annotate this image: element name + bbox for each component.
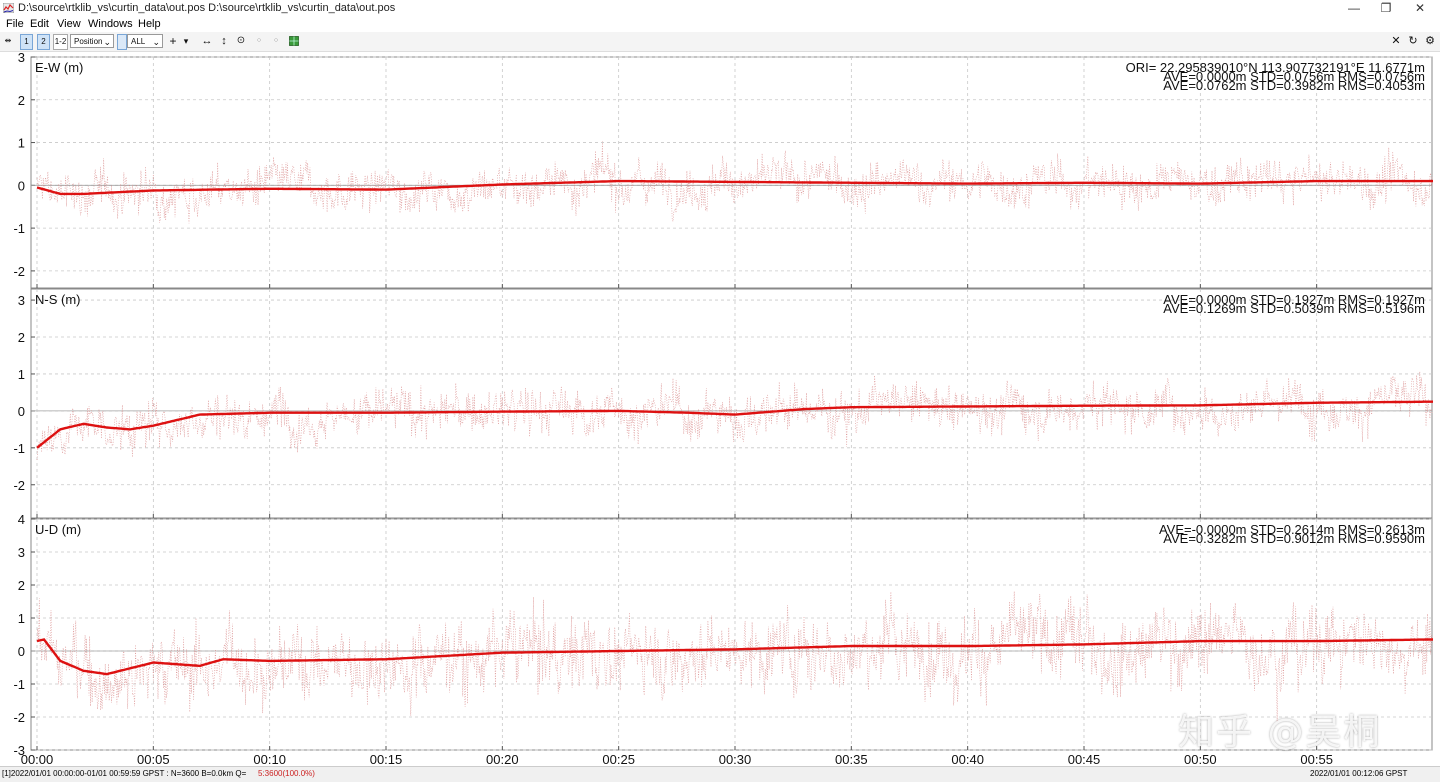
crosshair-icon[interactable]: + (169, 34, 177, 48)
chevron-down-icon: ⌄ (103, 37, 111, 47)
status-solution-info: [1]2022/01/01 00:00:00-01/01 00:59:59 GP… (2, 769, 247, 778)
close-window-button[interactable]: ✕ (1414, 1, 1426, 15)
solution-2-toggle[interactable]: 2 (37, 34, 50, 50)
plot-panel-ns[interactable]: 3 2 1 0 -1 -2 N-S (m) AVE=0.0000m STD=0.1927m R… (13, 288, 1433, 519)
window-title: D:\source\rtklib_vs\curtin_data\out.pos … (18, 2, 396, 14)
map-grid-icon (289, 36, 299, 46)
y-tick-label: 3 (18, 545, 25, 560)
fit-horizontal-icon[interactable]: ↔ (201, 35, 213, 47)
status-cursor-time: 2022/01/01 00:12:06 GPST (1310, 769, 1408, 778)
status-quality: 5:3600(100.0%) (258, 769, 315, 778)
y-tick-label: 3 (18, 293, 25, 308)
y-tick-label: 1 (18, 367, 25, 382)
y-tick-label: 0 (18, 178, 25, 193)
y-tick-label: 4 (18, 512, 25, 527)
y-tick-label: 2 (18, 93, 25, 108)
stats-line-ns: AVE=0.1269m STD=0.5039m RMS=0.5196m (1163, 301, 1425, 316)
y-tick-label: 2 (18, 330, 25, 345)
stats-line-ew: AVE=0.0000m STD=0.0756m RMS=0.0756m (1163, 69, 1425, 84)
plot-panel-ud[interactable]: 4 3 2 1 0 -1 -2 -3 U-D (m) AVE=-0.0000m STD=0.261… (13, 512, 1433, 758)
solution-series-ud (36, 591, 1433, 723)
quality-value: ALL (131, 37, 146, 46)
position-plots[interactable]: 3 2 1 0 -1 -2 E-W (m) ORI= 22.295839010°N 113.9… (0, 51, 1440, 766)
plot-type-select[interactable]: Position ⌄ (70, 34, 114, 48)
axis-label-ew: E-W (m) (35, 60, 83, 75)
x-tick-label: 00:25 (602, 752, 635, 766)
y-tick-label: 0 (18, 644, 25, 659)
menu-bar: File Edit View Windows Help (0, 17, 1440, 32)
plot-panel-ew[interactable]: 3 2 1 0 -1 -2 E-W (m) ORI= 22.295839010°N 113.9… (13, 51, 1433, 289)
solution-diff-toggle[interactable]: 1-2 (53, 34, 68, 50)
solution-series-ew (36, 141, 1433, 224)
stats-line-ud: AVE=-0.0000m STD=0.2614m RMS=0.2613m (1159, 522, 1425, 537)
options-gear-icon[interactable]: ⚙ (1425, 35, 1435, 47)
menu-file[interactable]: File (6, 18, 24, 30)
close-plot-icon[interactable]: ✕ (1391, 35, 1401, 47)
pan-icon[interactable]: ⇹ (4, 36, 12, 45)
x-tick-label: 00:00 (21, 752, 54, 766)
status-bar: [1]2022/01/01 00:00:00-01/01 00:59:59 GP… (0, 766, 1440, 782)
y-tick-label: 1 (18, 136, 25, 151)
quality-color-swatch[interactable] (117, 34, 127, 50)
menu-help[interactable]: Help (138, 18, 161, 30)
x-tick-label: 00:10 (253, 752, 286, 766)
stats-line-ud: AVE=0.3282m STD=0.9012m RMS=0.9590m (1163, 531, 1425, 546)
x-tick-label: 00:40 (951, 752, 984, 766)
y-tick-label: -2 (13, 264, 25, 279)
plot-type-value: Position (74, 37, 103, 46)
solution-dots (36, 591, 1433, 723)
y-tick-label: -2 (13, 710, 25, 725)
solution-1-toggle[interactable]: 1 (20, 34, 33, 50)
stats-line-ns: AVE=0.0000m STD=0.1927m RMS=0.1927m (1163, 292, 1425, 307)
stats-line-ew: AVE=0.0762m STD=0.3982m RMS=0.4053m (1163, 78, 1425, 93)
y-tick-label: -1 (13, 677, 25, 692)
y-tick-label: 3 (18, 51, 25, 65)
y-tick-label: -3 (13, 743, 25, 758)
x-tick-label: 00:20 (486, 752, 519, 766)
maximize-button[interactable]: ❐ (1380, 1, 1392, 15)
filter-line-ud (36, 638, 1433, 676)
axis-label-ud: U-D (m) (35, 522, 81, 537)
quality-select[interactable]: ALL ⌄ (127, 34, 163, 48)
x-tick-label: 00:05 (137, 752, 170, 766)
filter-line-ew (36, 179, 1433, 196)
map-view-icon[interactable] (289, 34, 299, 48)
rtkplot-app-icon (3, 3, 14, 13)
menu-edit[interactable]: Edit (30, 18, 49, 30)
crosshair-dropdown-icon[interactable]: ▾ (183, 36, 189, 46)
minimize-button[interactable]: — (1348, 1, 1360, 15)
zhihu-watermark: 知乎 @吴桐 (1178, 712, 1382, 753)
y-tick-label: 1 (18, 611, 25, 626)
title-bar: D:\source\rtklib_vs\curtin_data\out.pos … (0, 0, 1440, 17)
plot-area[interactable]: 3 2 1 0 -1 -2 E-W (m) ORI= 22.295839010°N 113.9… (0, 51, 1440, 766)
y-tick-label: -1 (13, 441, 25, 456)
menu-view[interactable]: View (57, 18, 81, 30)
toolbar: ⇹ 1 2 1-2 Position ⌄ ALL ⌄ + ▾ ↔ ↕ ⊙ ○ ○… (0, 32, 1440, 52)
solution-dots (36, 141, 1433, 224)
filter-line-ns (36, 400, 1433, 449)
fit-vertical-icon[interactable]: ↕ (221, 35, 227, 47)
reload-icon[interactable]: ↻ (1408, 35, 1418, 47)
show-lines-icon[interactable]: ○ (273, 37, 279, 44)
chevron-down-icon: ⌄ (152, 37, 160, 47)
center-origin-icon[interactable]: ⊙ (236, 35, 246, 46)
show-points-icon[interactable]: ○ (256, 37, 262, 44)
plot-frame (30, 288, 1433, 519)
x-tick-label: 00:15 (370, 752, 403, 766)
x-tick-label: 00:35 (835, 752, 868, 766)
x-tick-label: 00:30 (719, 752, 752, 766)
axis-label-ns: N-S (m) (35, 292, 81, 307)
plot-frame (30, 56, 1433, 289)
y-tick-label: 0 (18, 404, 25, 419)
x-tick-label: 00:50 (1184, 752, 1217, 766)
y-tick-label: 2 (18, 578, 25, 593)
menu-windows[interactable]: Windows (88, 18, 133, 30)
y-tick-label: -2 (13, 478, 25, 493)
stats-line-ew: ORI= 22.295839010°N 113.907732191°E 11.6… (1126, 60, 1425, 75)
x-tick-label: 00:45 (1068, 752, 1101, 766)
y-tick-label: -1 (13, 221, 25, 236)
x-tick-label: 00:55 (1300, 752, 1333, 766)
